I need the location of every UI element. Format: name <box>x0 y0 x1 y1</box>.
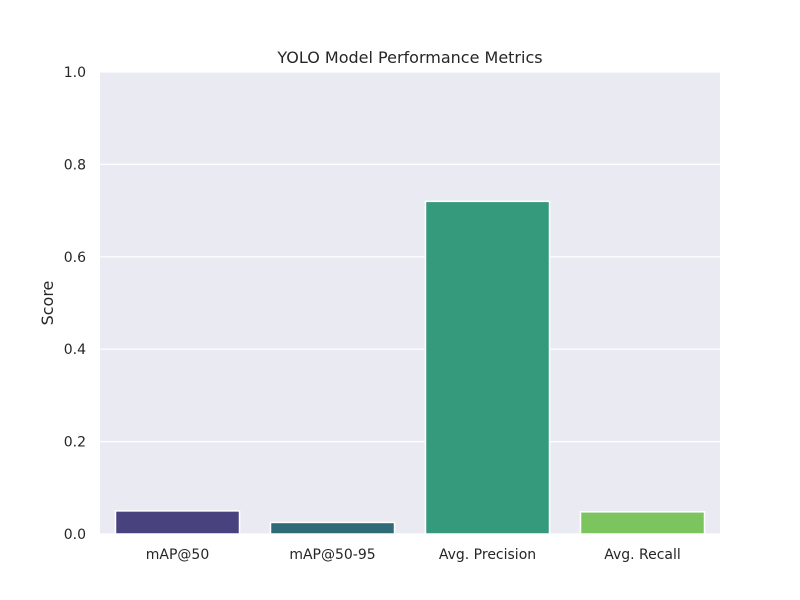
y-tick-label: 0.0 <box>64 527 86 543</box>
plot-background <box>100 72 720 534</box>
x-tick-label: Avg. Recall <box>604 547 681 563</box>
y-tick-label: 0.4 <box>64 342 86 358</box>
x-tick-labels: mAP@50 mAP@50-95 Avg. Precision Avg. Recall <box>146 547 681 563</box>
y-tick-labels: 0.0 0.2 0.4 0.6 0.8 1.0 <box>64 65 86 543</box>
y-tick-label: 0.8 <box>64 157 86 173</box>
chart-title: YOLO Model Performance Metrics <box>276 48 542 67</box>
y-axis-label: Score <box>38 281 57 326</box>
bar-map-50-95 <box>269 521 396 535</box>
bars <box>114 200 706 535</box>
y-tick-label: 0.6 <box>64 250 86 266</box>
x-tick-label: Avg. Precision <box>439 547 536 563</box>
bar-avg-precision <box>424 200 551 535</box>
x-tick-label: mAP@50-95 <box>289 547 375 563</box>
y-tick-label: 0.2 <box>64 435 86 451</box>
bar-map-50 <box>114 510 241 535</box>
x-tick-label: mAP@50 <box>146 547 209 563</box>
bar-avg-recall <box>579 511 706 535</box>
y-tick-label: 1.0 <box>64 65 86 81</box>
